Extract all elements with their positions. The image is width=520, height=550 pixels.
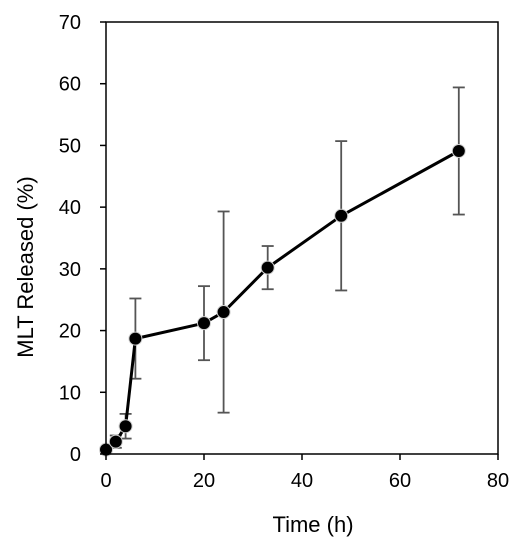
plot-area-frame [105, 21, 499, 455]
y-tick-label: 10 [59, 382, 81, 404]
data-point [197, 316, 211, 331]
x-tick-label: 60 [389, 470, 411, 492]
data-point [216, 305, 231, 320]
y-tick-label: 60 [59, 74, 81, 96]
y-axis-ticks: 0 10 20 30 40 50 60 70 [59, 12, 106, 466]
error-bars [100, 86, 465, 453]
y-axis-title: MLT Released (%) [13, 176, 38, 357]
x-axis-ticks: 0 20 40 60 80 [100, 454, 509, 492]
data-point [260, 260, 275, 275]
y-tick-label: 30 [59, 259, 81, 281]
data-point [334, 208, 349, 223]
data-point [118, 419, 133, 434]
x-tick-label: 40 [291, 470, 313, 492]
y-tick-label: 40 [59, 197, 81, 219]
x-tick-label: 80 [487, 470, 509, 492]
data-point [451, 143, 466, 158]
x-tick-label: 0 [100, 470, 111, 492]
data-point [108, 434, 123, 449]
data-point [128, 331, 143, 346]
y-tick-label: 50 [59, 135, 81, 157]
series-line [105, 149, 460, 451]
y-tick-label: 70 [59, 12, 81, 34]
x-axis-title: Time (h) [272, 512, 353, 537]
y-tick-label: 20 [59, 321, 81, 343]
y-tick-label: 0 [70, 444, 81, 466]
x-tick-label: 20 [193, 470, 215, 492]
data-markers [99, 143, 466, 457]
